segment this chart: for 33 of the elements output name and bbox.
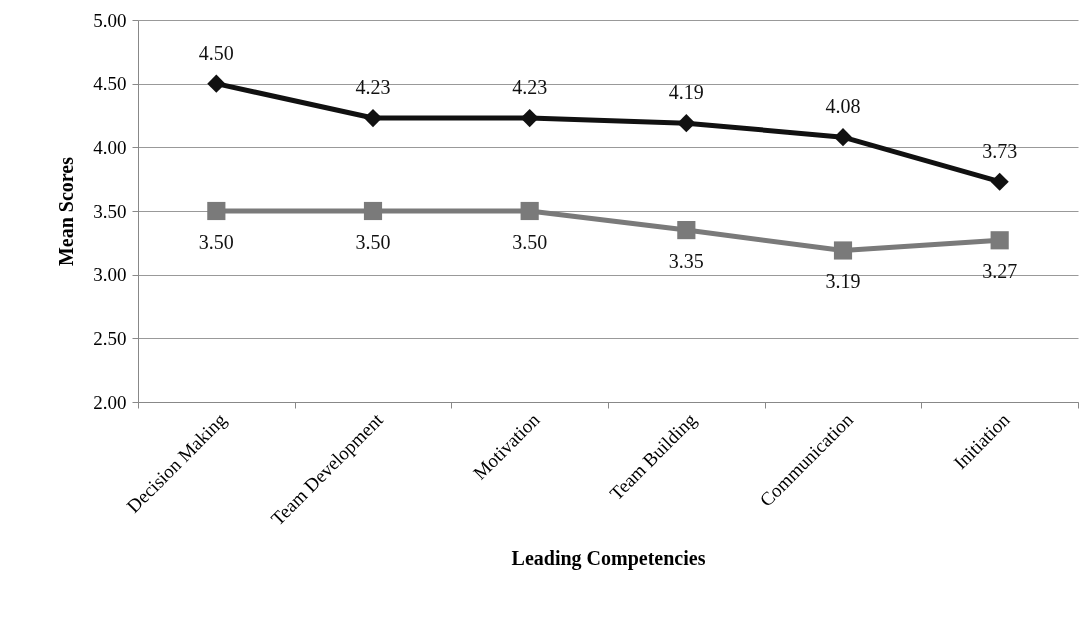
point — [363, 108, 383, 128]
point — [207, 74, 226, 93]
data-label: 3.50 — [512, 231, 548, 253]
data-label: 3.73 — [982, 139, 1018, 162]
y-tick-label: 3.50 — [93, 200, 127, 222]
y-tick-label: 2.00 — [93, 391, 127, 413]
data-label: 3.35 — [668, 250, 704, 273]
point — [677, 114, 696, 133]
data-label: 3.50 — [355, 231, 391, 253]
point — [833, 128, 853, 147]
point — [833, 241, 853, 260]
point — [363, 201, 383, 221]
point — [207, 201, 226, 221]
point — [520, 108, 539, 128]
data-label: 3.50 — [198, 231, 234, 253]
point — [677, 221, 696, 240]
data-label: 4.19 — [668, 81, 704, 104]
y-tick-label: 2.50 — [93, 327, 127, 349]
y-tick-label: 4.00 — [93, 136, 127, 158]
data-label: 3.27 — [982, 260, 1018, 283]
point — [520, 201, 539, 221]
y-axis-title: Mean Scores — [55, 156, 78, 267]
data-label: 4.08 — [825, 95, 861, 118]
point — [990, 231, 1009, 250]
data-label: 4.50 — [198, 41, 234, 64]
y-tick-label: 3.00 — [93, 264, 127, 286]
y-tick-label: 5.00 — [93, 9, 127, 31]
y-tick-label: 4.50 — [93, 73, 127, 95]
data-label: 4.23 — [355, 76, 391, 99]
point — [990, 172, 1009, 191]
data-label: 3.19 — [825, 270, 861, 293]
data-label: 4.23 — [512, 76, 548, 99]
x-axis-title: Leading Competencies — [511, 547, 706, 571]
